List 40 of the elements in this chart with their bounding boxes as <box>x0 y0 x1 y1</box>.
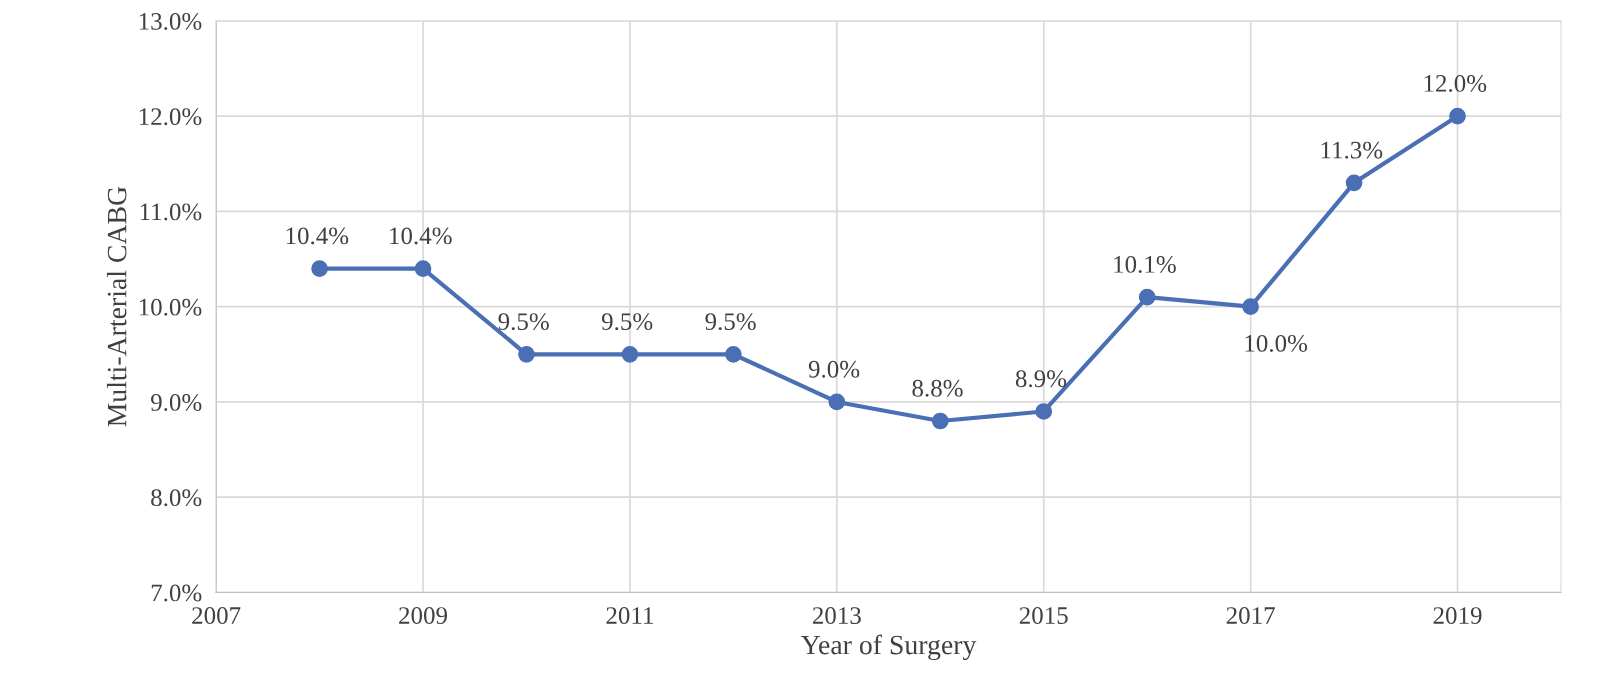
point <box>1138 288 1156 306</box>
text: 8.8% <box>912 379 963 397</box>
text: 9.5% <box>601 313 653 331</box>
x-tick-label: 2017 <box>1226 607 1275 624</box>
y-tick-label: 8.0% <box>151 489 202 507</box>
y-tick-label: 12.0% <box>139 108 202 126</box>
point <box>725 345 742 363</box>
text: 10.1% <box>1114 255 1176 273</box>
point <box>1035 403 1053 420</box>
text: 9.5% <box>705 313 756 331</box>
point <box>1345 174 1363 192</box>
x-tick-label: 2013 <box>812 607 861 624</box>
x-tick-label: 2019 <box>1433 607 1482 624</box>
x-tick-label: 2015 <box>1019 607 1068 624</box>
text: 10.4% <box>286 227 349 245</box>
y-tick-label: 13.0% <box>139 12 202 30</box>
y-tick-label: 9.0% <box>150 393 202 411</box>
point <box>518 345 535 363</box>
text: 9.5% <box>498 313 549 331</box>
x-tick-label: 2011 <box>606 607 653 624</box>
x-tick-label: 2009 <box>399 607 448 624</box>
point <box>311 260 328 277</box>
text: 12.0% <box>1424 75 1487 92</box>
y-tick-label: 10.0% <box>139 298 202 316</box>
point <box>1449 107 1466 125</box>
text: 10.4% <box>390 227 452 245</box>
point <box>931 412 949 430</box>
point <box>414 260 432 277</box>
point <box>621 345 639 363</box>
x-tick-label: 2007 <box>192 607 241 624</box>
point <box>1242 298 1259 316</box>
text: 10.0% <box>1245 334 1308 352</box>
text: 8.9% <box>1015 370 1067 388</box>
point <box>828 393 846 411</box>
text: 11.3% <box>1321 141 1383 159</box>
x-axis-title: Year of Surgery <box>801 634 977 661</box>
y-axis-title: Multi-Arterial CABG <box>106 186 127 427</box>
text: 9.0% <box>808 360 860 378</box>
y-tick-label: 11.0% <box>140 203 202 221</box>
y-tick-label: 7.0% <box>151 584 202 602</box>
